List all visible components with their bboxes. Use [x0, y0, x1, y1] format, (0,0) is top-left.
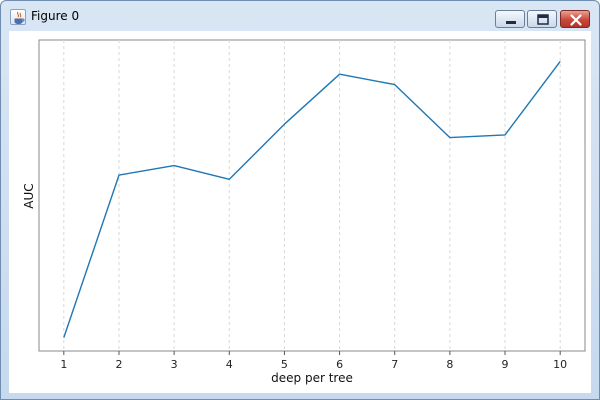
series-line — [63, 60, 561, 338]
java-icon[interactable] — [10, 9, 26, 25]
minimize-button[interactable] — [495, 10, 525, 28]
x-tick-label: 1 — [60, 358, 67, 371]
series-layer — [63, 60, 561, 338]
x-tick-label: 7 — [391, 358, 398, 371]
minimize-icon — [506, 21, 516, 24]
x-ticks: 1 2 3 4 5 6 7 8 9 10 — [60, 351, 567, 371]
close-icon — [570, 14, 582, 26]
x-tick-label: 2 — [115, 358, 122, 371]
title-bar[interactable]: Figure 0 — [1, 1, 599, 31]
figure-canvas: 1 2 3 4 5 6 7 8 9 10 deep per tree AUC — [9, 31, 591, 393]
maximize-button[interactable] — [527, 10, 557, 28]
line-chart: 1 2 3 4 5 6 7 8 9 10 deep per tree AUC — [22, 39, 586, 385]
y-axis-label: AUC — [22, 183, 36, 208]
window-title: Figure 0 — [31, 9, 80, 23]
x-tick-label: 8 — [446, 358, 453, 371]
x-axis-label: deep per tree — [271, 371, 353, 385]
x-tick-label: 9 — [502, 358, 509, 371]
maximize-icon — [537, 14, 549, 25]
x-tick-label: 10 — [553, 358, 567, 371]
plot-area — [38, 39, 586, 352]
x-tick-label: 6 — [336, 358, 343, 371]
gridlines — [63, 40, 561, 351]
close-button[interactable] — [560, 10, 590, 28]
x-tick-label: 3 — [171, 358, 178, 371]
x-tick-label: 4 — [226, 358, 233, 371]
x-tick-label: 5 — [281, 358, 288, 371]
